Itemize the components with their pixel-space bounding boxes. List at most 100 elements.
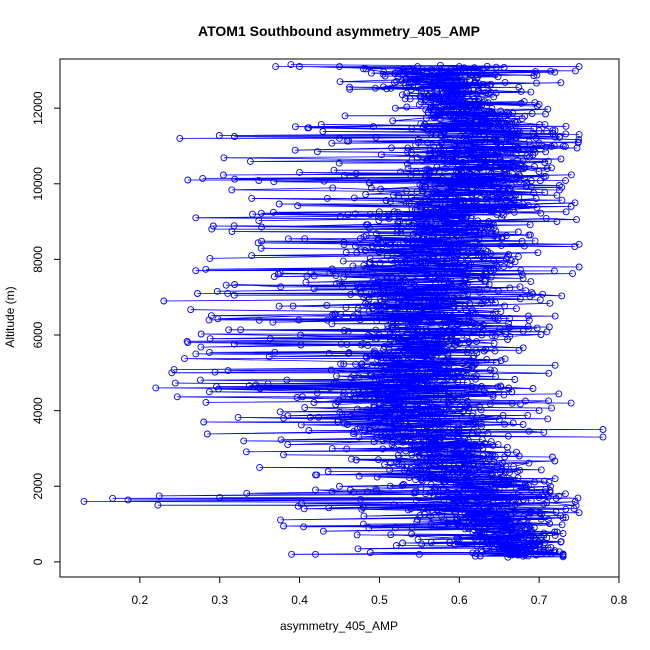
data-point [401,419,409,427]
data-point [478,436,486,444]
data-point [446,466,454,474]
data-point [415,429,423,437]
data-point [394,397,402,405]
data-point [455,389,463,397]
data-point [537,209,545,217]
data-point [456,165,464,173]
data-point [508,399,516,407]
data-point [80,497,88,505]
data-point [432,436,439,443]
data-point [255,316,263,324]
data-point [461,475,469,483]
data-point [219,171,227,179]
data-point [377,185,385,193]
data-point [467,71,475,79]
data-point [500,391,508,399]
data-point [276,408,284,416]
data-point [496,156,504,164]
data-point [206,254,214,262]
data-point [461,357,469,365]
data-point [521,481,529,489]
data-point [340,360,348,368]
data-point [419,474,427,481]
data-point [494,131,502,139]
data-point [389,264,397,272]
data-point [482,89,490,97]
data-point [542,172,550,180]
data-point [433,188,441,196]
data-point [529,385,537,392]
data-point [297,331,305,339]
data-point [531,237,539,245]
data-point [463,402,471,410]
data-point [422,373,429,381]
data-point [420,177,428,185]
data-point [313,471,321,479]
data-point [383,273,391,281]
data-point [249,210,256,218]
data-point [470,480,478,488]
data-point [469,309,477,317]
data-point [291,146,299,154]
data-point [415,226,423,234]
data-point [551,528,559,536]
data-point [532,195,540,203]
data-point [449,109,457,117]
data-point [327,366,335,374]
data-point [398,91,406,99]
data-point [374,456,382,464]
data-point [551,457,559,465]
data-point [371,276,379,283]
data-point [277,283,285,291]
data-point [501,355,509,363]
data-point [394,388,402,396]
data-point [425,151,433,159]
data-point [364,488,371,496]
data-point [387,408,395,416]
data-point [530,189,538,197]
data-point [187,306,195,314]
data-point [346,83,353,91]
data-point [333,372,340,380]
data-point [310,399,318,406]
data-point [440,239,448,247]
data-point [325,504,333,512]
data-point [545,369,553,377]
data-point [362,190,370,198]
data-point [387,292,395,300]
data-point [483,460,490,468]
data-point [414,288,422,296]
data-point [452,415,460,422]
data-point [514,228,522,236]
data-point [504,546,512,554]
data-point [522,287,530,295]
data-point [360,520,367,528]
data-point [366,333,374,340]
data-point [280,522,288,530]
data-point [547,482,554,490]
data-point [340,327,348,335]
data-point [434,368,442,376]
data-point [437,147,445,155]
y-tick-label: 8000 [31,246,45,273]
data-point [472,200,480,208]
data-point [521,164,529,172]
data-point [214,315,222,323]
data-point [426,399,434,407]
data-point [416,511,424,519]
data-point [533,79,540,87]
data-point [487,296,495,304]
data-point [397,380,405,388]
data-point [225,326,233,334]
data-point [473,442,480,449]
data-point [486,400,494,408]
data-point [533,324,541,332]
data-point [455,63,463,71]
data-point [557,155,565,163]
data-point [485,489,492,497]
data-point [422,206,430,214]
data-point [358,360,366,368]
data-point [446,401,454,408]
data-point [388,256,396,264]
data-point [404,293,412,301]
